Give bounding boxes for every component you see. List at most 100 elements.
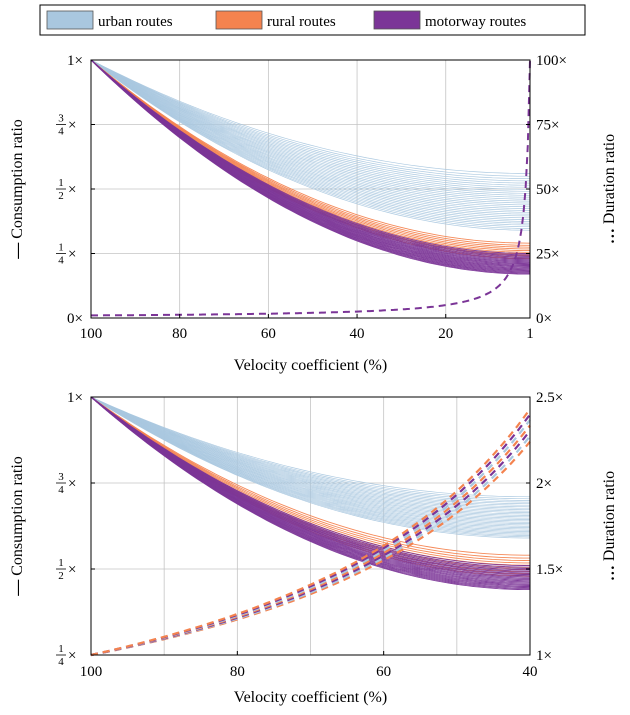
consumption-line	[90, 59, 531, 208]
x-tick-label: 100	[80, 664, 103, 680]
series-motorway-routes	[90, 59, 531, 275]
y-right-tick-label: 75×	[536, 118, 559, 134]
consumption-line	[90, 396, 531, 520]
duration-line	[91, 59, 531, 317]
consumption-line	[90, 396, 530, 523]
y-left-tick-label: 12 ×	[56, 177, 76, 202]
y-right-axis-text: Duration ratio	[601, 134, 618, 224]
x-tick-label: 40	[523, 664, 538, 680]
consumption-line	[90, 59, 530, 213]
legend-label-motorway: motorway routes	[425, 14, 526, 30]
fraction-numerator: 1	[58, 242, 64, 254]
consumption-line	[90, 396, 531, 498]
x-axis-ticks: 100 80 60 40	[80, 651, 538, 680]
consumption-line	[90, 59, 531, 184]
y-left-ticks: 0×14 ×12 ×34 ×1×	[56, 53, 95, 327]
fraction-numerator: 3	[58, 471, 64, 483]
legend-entry-urban: urban routes	[46, 10, 173, 30]
y-right-axis-label: … Duration ratio	[601, 471, 618, 581]
consumption-line	[90, 59, 530, 182]
consumption-line	[90, 59, 530, 209]
x-tick-label: 40	[350, 326, 365, 342]
tick-suffix: ×	[68, 247, 76, 263]
solid-line-marker: —	[9, 576, 26, 597]
dotted-line-marker: …	[601, 224, 618, 244]
consumption-line	[90, 396, 530, 522]
legend: urban routes rural routes motorway route…	[39, 4, 586, 36]
tick-suffix: ×	[68, 562, 76, 578]
series-motorway-routes	[90, 396, 531, 591]
consumption-line	[90, 59, 530, 179]
y-right-tick-label: 50×	[536, 182, 559, 198]
consumption-line	[90, 59, 530, 246]
x-axis-label: Velocity coefficient (%)	[234, 357, 387, 374]
consumption-line	[90, 59, 530, 220]
y-left-tick-label: 34 ×	[56, 471, 76, 496]
y-right-tick-label: 1×	[536, 648, 552, 664]
x-tick-label: 1	[526, 326, 534, 342]
consumption-line	[90, 59, 530, 275]
consumption-line	[90, 396, 531, 535]
consumption-line	[90, 59, 531, 177]
consumption-line	[90, 59, 530, 196]
x-tick-label: 20	[438, 326, 453, 342]
legend-swatch-motorway	[373, 10, 421, 30]
y-left-tick-label: 1×	[67, 53, 83, 69]
consumption-line	[90, 59, 530, 186]
tick-suffix: ×	[68, 648, 76, 664]
fraction-numerator: 3	[58, 113, 64, 125]
y-left-tick-label: 14 ×	[56, 242, 76, 267]
consumption-line	[90, 59, 530, 228]
x-axis-label: Velocity coefficient (%)	[234, 689, 387, 706]
consumption-line	[90, 59, 530, 202]
consumption-line	[90, 59, 531, 206]
series-urban-routes	[90, 59, 531, 231]
y-left-tick-label: 34 ×	[56, 113, 76, 138]
legend-label-urban: urban routes	[98, 14, 173, 30]
solid-line-marker: —	[9, 239, 26, 260]
y-left-axis-label: — Consumption ratio	[9, 119, 26, 260]
consumption-line	[90, 396, 530, 528]
y-right-tick-label: 100×	[536, 53, 567, 69]
fraction-denominator: 2	[58, 570, 64, 582]
legend-swatch-rural	[215, 10, 263, 30]
tick-text: 1×	[67, 53, 83, 69]
duration-curves	[91, 59, 531, 317]
consumption-line	[90, 396, 530, 556]
consumption-line	[90, 59, 531, 188]
y-left-axis-label: — Consumption ratio	[9, 456, 26, 597]
y-left-axis-text: Consumption ratio	[9, 119, 26, 239]
consumption-line	[90, 59, 530, 204]
consumption-line	[90, 59, 530, 219]
consumption-line	[90, 396, 531, 508]
consumption-line	[90, 59, 530, 256]
consumption-line	[90, 59, 530, 194]
consumption-line	[90, 396, 530, 559]
grid	[91, 397, 530, 655]
x-tick-label: 100	[80, 326, 103, 342]
consumption-line	[90, 59, 530, 192]
legend-box	[39, 4, 586, 36]
consumption-line	[90, 396, 530, 527]
consumption-line	[90, 59, 531, 211]
tick-text: 1×	[67, 390, 83, 406]
consumption-line	[90, 59, 530, 222]
y-left-tick-label: 0×	[67, 311, 83, 327]
x-tick-label: 80	[230, 664, 245, 680]
consumption-line	[90, 59, 530, 198]
consumption-line	[90, 396, 531, 562]
y-left-ticks: 14 ×12 ×34 ×1×	[56, 390, 95, 668]
tick-suffix: ×	[68, 476, 76, 492]
consumption-line	[90, 59, 530, 215]
tick-suffix: ×	[68, 118, 76, 134]
fraction-numerator: 1	[58, 643, 64, 655]
consumption-line	[90, 59, 531, 217]
legend-label-rural: rural routes	[267, 14, 336, 30]
x-tick-label: 60	[261, 326, 276, 342]
dotted-line-marker: …	[601, 561, 618, 581]
consumption-line	[90, 396, 531, 530]
tick-text: 0×	[67, 311, 83, 327]
consumption-line	[90, 396, 530, 539]
